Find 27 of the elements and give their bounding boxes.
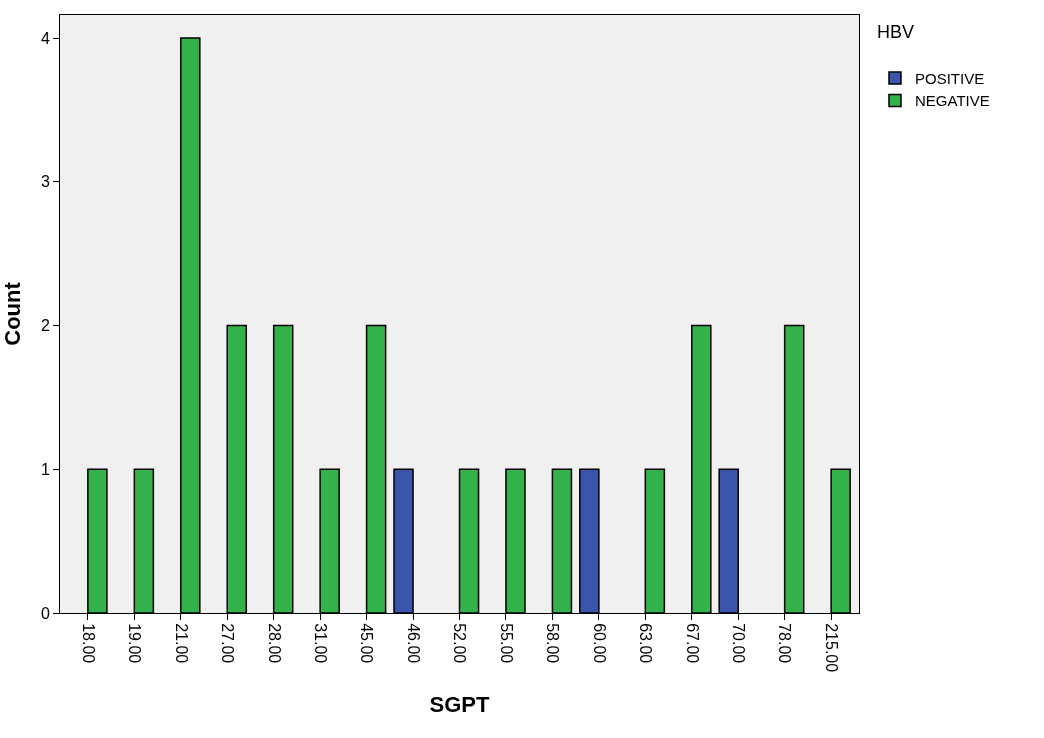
x-tick-label: 27.00 (219, 623, 237, 664)
y-tick-label: 3 (40, 173, 50, 191)
x-tick-label: 55.00 (497, 623, 515, 664)
x-tick-label: 67.00 (683, 623, 701, 664)
x-tick-label: 63.00 (637, 623, 655, 664)
x-tick-label: 60.00 (590, 623, 608, 664)
legend-title: HBV (876, 22, 914, 43)
x-tick-label: 46.00 (404, 623, 422, 664)
x-tick-label: 28.00 (265, 623, 283, 664)
y-tick-label: 1 (40, 460, 50, 478)
x-tick-label: 58.00 (544, 623, 562, 664)
x-tick-label: 70.00 (730, 623, 748, 664)
x-tick-label: 21.00 (172, 623, 190, 664)
x-tick-label: 45.00 (358, 623, 376, 664)
legend-label: NEGATIVE (914, 92, 990, 110)
x-tick-label: 18.00 (79, 623, 97, 664)
x-axis-title: SGPT (429, 692, 491, 718)
x-tick-label: 19.00 (126, 623, 144, 664)
x-tick-label: 78.00 (776, 623, 794, 664)
x-tick-label: 52.00 (451, 623, 469, 664)
y-tick-label: 0 (40, 604, 50, 622)
x-tick-label: 215.00 (822, 623, 840, 673)
y-tick-label: 2 (40, 317, 50, 335)
y-axis-title: Count (0, 281, 25, 346)
x-tick-label: 31.00 (311, 623, 329, 664)
legend-label: POSITIVE (914, 69, 985, 87)
y-tick-label: 4 (40, 29, 50, 47)
